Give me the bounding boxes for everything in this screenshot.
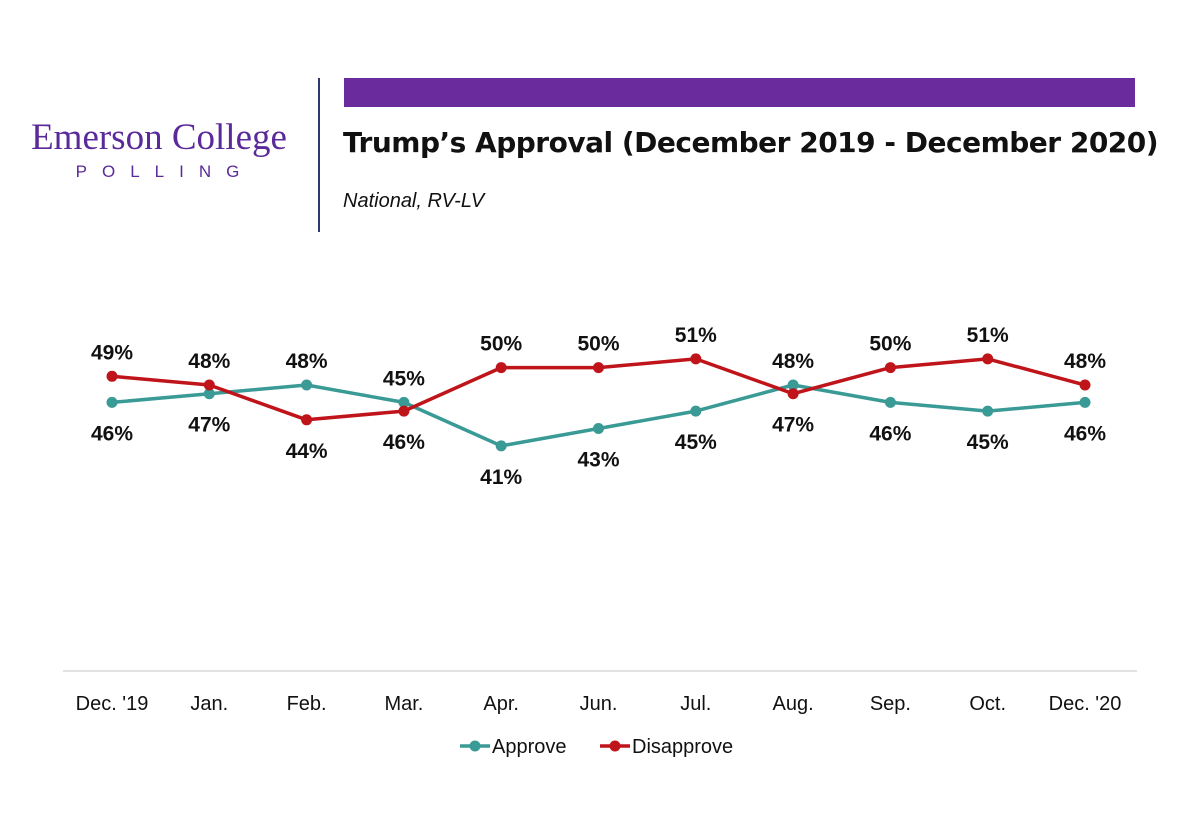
data-label-approve: 47% xyxy=(188,414,230,437)
data-point-approve xyxy=(787,379,799,391)
data-point-approve xyxy=(1079,396,1091,408)
data-label-disapprove: 44% xyxy=(286,440,328,463)
data-label-approve: 46% xyxy=(1064,422,1106,445)
data-point-approve xyxy=(495,440,507,452)
data-label-disapprove: 49% xyxy=(91,341,133,364)
x-tick-label: Jun. xyxy=(580,693,618,715)
data-label-approve: 46% xyxy=(91,422,133,445)
data-point-disapprove xyxy=(495,362,507,374)
data-point-approve xyxy=(982,405,994,417)
legend: Approve Disapprove xyxy=(460,736,733,758)
data-point-approve xyxy=(106,396,118,408)
data-point-disapprove xyxy=(1079,379,1091,391)
x-tick-label: Jan. xyxy=(190,693,228,715)
data-point-disapprove xyxy=(982,353,994,365)
x-tick-label: Oct. xyxy=(969,693,1006,715)
legend-label-disapprove: Disapprove xyxy=(632,736,733,758)
x-tick-label: Dec. '20 xyxy=(1049,693,1122,715)
x-tick-label: Apr. xyxy=(483,693,519,715)
x-tick-label: Jul. xyxy=(680,693,711,715)
data-label-approve: 45% xyxy=(383,367,425,390)
data-point-approve xyxy=(398,396,410,408)
data-label-disapprove: 48% xyxy=(1064,350,1106,373)
header-divider xyxy=(318,78,320,232)
x-tick-label: Mar. xyxy=(384,693,423,715)
legend-marker-disapprove xyxy=(609,740,621,752)
data-label-disapprove: 51% xyxy=(967,324,1009,347)
legend-label-approve: Approve xyxy=(492,736,567,758)
brand-subtitle: POLLING xyxy=(75,162,255,181)
data-label-approve: 45% xyxy=(675,431,717,454)
data-label-disapprove: 48% xyxy=(188,350,230,373)
data-label-approve: 43% xyxy=(577,449,619,472)
data-point-disapprove xyxy=(398,405,410,417)
data-point-disapprove xyxy=(884,362,896,374)
data-point-approve xyxy=(593,423,604,434)
x-tick-label: Aug. xyxy=(773,693,814,715)
data-point-disapprove xyxy=(690,353,702,365)
data-label-approve: 46% xyxy=(869,422,911,445)
data-point-disapprove xyxy=(203,379,215,391)
chart-subtitle: National, RV-LV xyxy=(343,190,485,212)
data-label-disapprove: 50% xyxy=(480,333,522,356)
data-point-disapprove xyxy=(593,362,604,374)
brand-name: Emerson College xyxy=(31,117,287,158)
data-point-disapprove xyxy=(106,370,118,382)
x-tick-label: Dec. '19 xyxy=(76,693,149,715)
data-label-approve: 48% xyxy=(286,350,328,373)
data-label-approve: 45% xyxy=(967,431,1009,454)
data-point-approve xyxy=(203,388,215,400)
header-accent-bar xyxy=(344,78,1135,107)
data-label-disapprove: 50% xyxy=(869,333,911,356)
data-label-approve: 48% xyxy=(772,350,814,373)
chart-title: Trump’s Approval (December 2019 - Decemb… xyxy=(343,126,1159,159)
data-label-disapprove: 46% xyxy=(383,431,425,454)
data-point-disapprove xyxy=(787,388,799,400)
data-point-disapprove xyxy=(301,414,313,426)
data-label-disapprove: 50% xyxy=(577,333,619,356)
legend-marker-approve xyxy=(469,740,481,752)
data-label-disapprove: 51% xyxy=(675,324,717,347)
data-point-approve xyxy=(690,405,702,417)
data-point-approve xyxy=(884,396,896,408)
x-tick-label: Sep. xyxy=(870,693,911,715)
data-label-disapprove: 47% xyxy=(772,414,814,437)
series-line-approve xyxy=(111,383,1086,448)
data-point-approve xyxy=(301,379,313,391)
data-label-approve: 41% xyxy=(480,466,522,489)
brand-logo: Emerson College POLLING xyxy=(0,118,318,182)
x-tick-label: Feb. xyxy=(287,693,327,715)
